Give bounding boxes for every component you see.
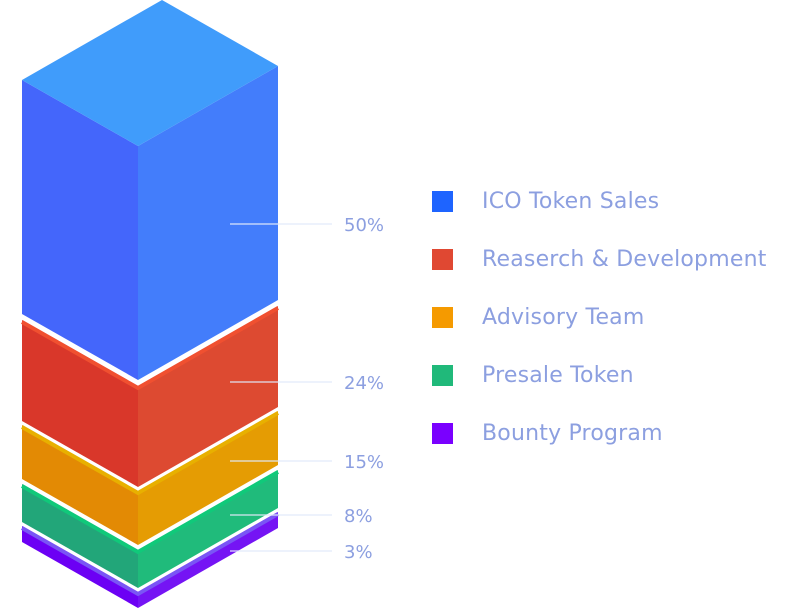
legend-swatch [432, 248, 453, 270]
block-top-edge-bounty-program [21, 512, 279, 597]
legend-label: Bounty Program [482, 420, 663, 446]
legend-item: Bounty Program [432, 404, 767, 462]
legend-item: Reaserch & Development [432, 230, 767, 288]
block-right-face-reaserch-development [138, 306, 278, 487]
legend-label: Reaserch & Development [482, 246, 767, 272]
legend-swatch [432, 364, 453, 386]
block-left-face-reaserch-development [22, 320, 138, 487]
legend-swatch [432, 422, 453, 444]
legend-label: Presale Token [482, 362, 634, 388]
percent-label: 8% [344, 506, 373, 527]
percent-label: 24% [344, 373, 384, 394]
legend-item: Presale Token [432, 346, 767, 404]
block-right-face-ico-token-sales [138, 66, 278, 380]
percent-label: 3% [344, 542, 373, 563]
percent-label: 15% [344, 452, 384, 473]
legend: ICO Token Sales Reaserch & Development Adv… [432, 172, 767, 462]
percent-label: 50% [344, 215, 384, 236]
legend-item: Advisory Team [432, 288, 767, 346]
legend-label: ICO Token Sales [482, 188, 660, 214]
block-top-edge-reaserch-development [21, 306, 279, 391]
block-top-edge-advisory-team [21, 411, 279, 496]
legend-item: ICO Token Sales [432, 172, 767, 230]
legend-label: Advisory Team [482, 304, 645, 330]
block-right-face-advisory-team [138, 411, 278, 545]
block-left-face-ico-token-sales [22, 80, 138, 380]
block-left-face-presale-token [22, 484, 138, 588]
block-left-face-advisory-team [22, 425, 138, 545]
legend-swatch [432, 190, 453, 212]
legend-swatch [432, 306, 453, 328]
block-right-face-presale-token [138, 470, 278, 588]
block-top-edge-presale-token [21, 470, 279, 555]
block-top-face-ico-token-sales [22, 0, 278, 146]
